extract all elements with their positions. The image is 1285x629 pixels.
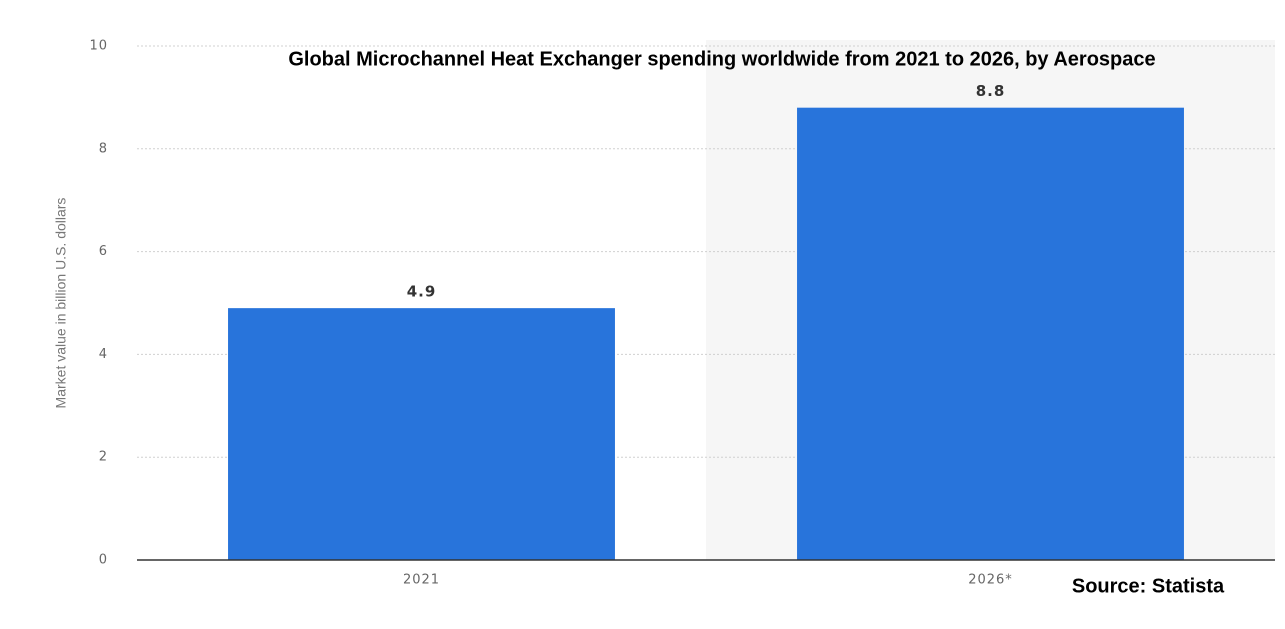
bar <box>228 308 615 560</box>
y-tick-label: 0 <box>99 553 108 568</box>
bar <box>797 107 1184 561</box>
source-note: Source: Statista <box>1072 575 1225 597</box>
y-tick-label: 2 <box>99 450 108 465</box>
x-tick-label: 2021 <box>403 573 440 588</box>
data-label: 8.8 <box>976 82 1006 100</box>
y-tick-label: 10 <box>89 39 108 54</box>
y-tick-label: 6 <box>99 244 108 259</box>
chart-title: Global Microchannel Heat Exchanger spend… <box>288 48 1155 70</box>
y-axis-label: Market value in billion U.S. dollars <box>53 198 69 409</box>
data-label: 4.9 <box>407 283 437 301</box>
x-tick-label: 2026* <box>968 573 1013 588</box>
y-tick-label: 4 <box>99 347 108 362</box>
y-tick-label: 8 <box>99 141 108 156</box>
